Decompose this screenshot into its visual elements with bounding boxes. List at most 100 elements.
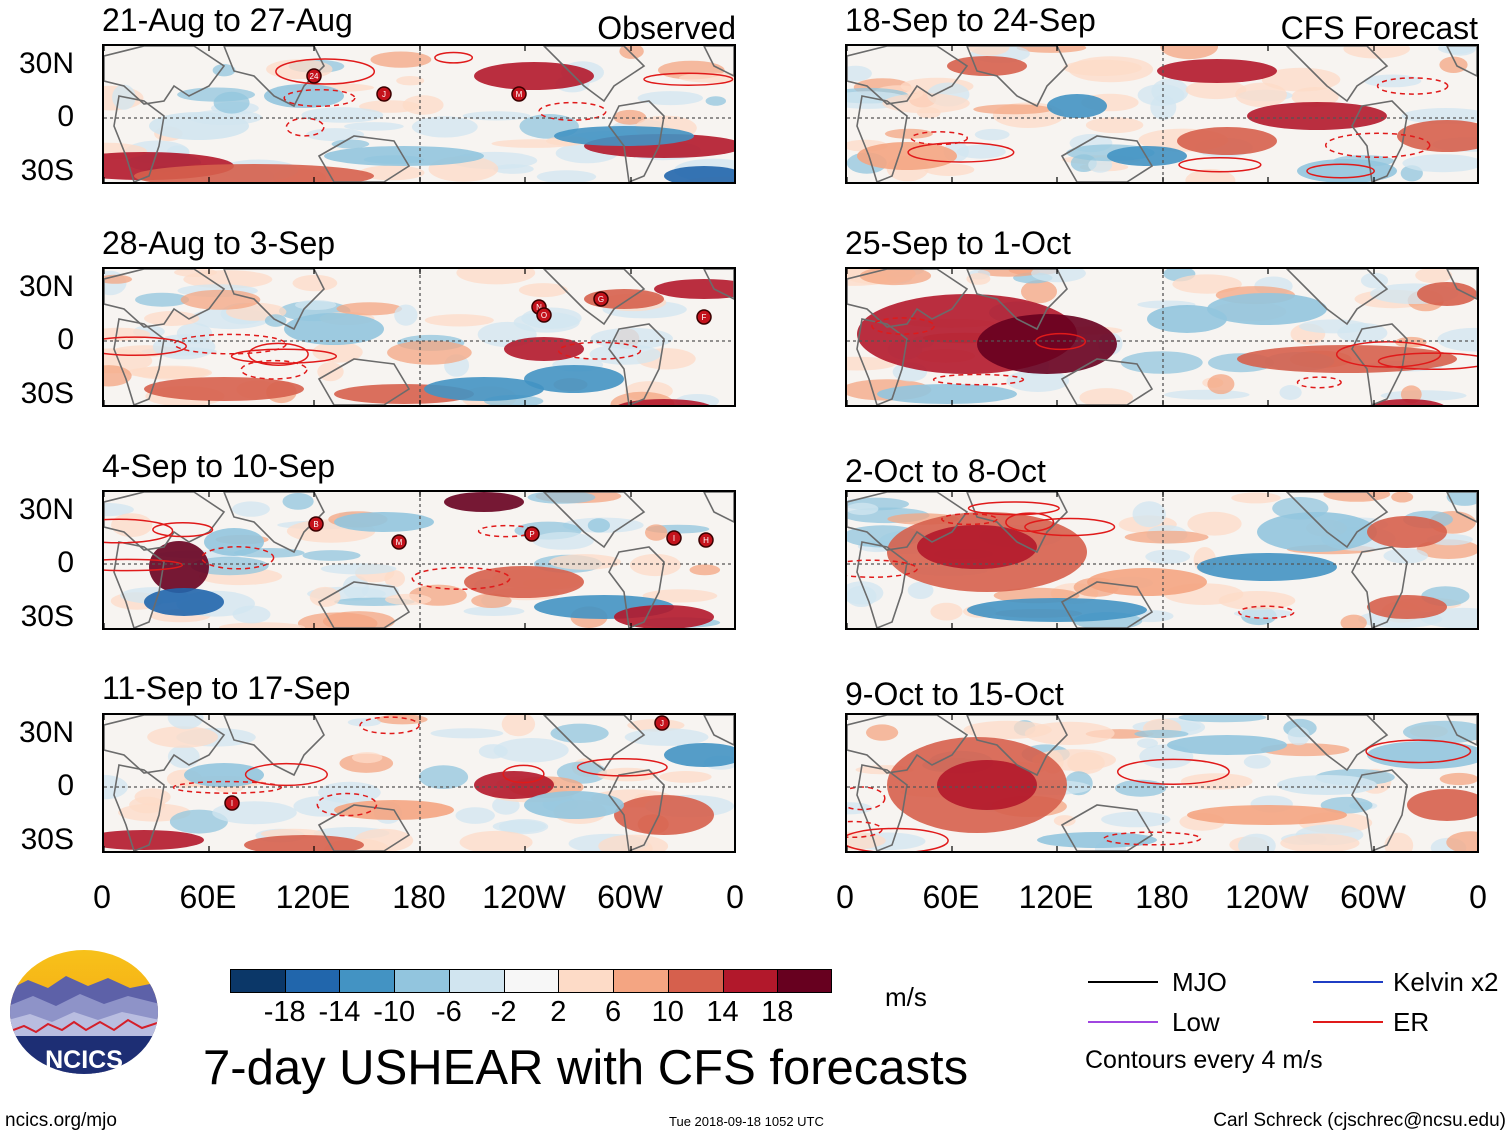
shear-anomaly-patch bbox=[232, 501, 270, 517]
shear-anomaly-blob bbox=[664, 166, 734, 182]
coastline bbox=[608, 323, 665, 405]
shear-anomaly-patch bbox=[847, 65, 872, 82]
coastline bbox=[608, 546, 665, 628]
shear-anomaly-patch bbox=[1120, 351, 1203, 374]
shear-anomaly-blob bbox=[1397, 120, 1477, 152]
shear-anomaly-patch bbox=[613, 109, 647, 125]
colorbar-swatch bbox=[667, 969, 723, 993]
coastline bbox=[966, 46, 1068, 108]
xtick-right-0: 0 bbox=[836, 879, 854, 915]
shear-anomaly-patch bbox=[385, 593, 432, 606]
storm-marker-label: I bbox=[673, 534, 675, 543]
shear-anomaly-blob bbox=[1107, 146, 1187, 166]
shear-anomaly-patch bbox=[1401, 108, 1477, 124]
shear-anomaly-patch bbox=[135, 292, 190, 307]
shear-anomaly-patch bbox=[1439, 56, 1468, 73]
panel-title-3: 4-Sep to 10-Sep bbox=[102, 448, 336, 484]
shear-anomaly-patch bbox=[1178, 715, 1267, 723]
er-contour bbox=[1103, 831, 1202, 846]
shear-anomaly-patch bbox=[847, 802, 873, 815]
shear-anomaly-patch bbox=[232, 605, 271, 624]
coastline bbox=[1351, 546, 1408, 628]
er-contour bbox=[1335, 341, 1442, 368]
shear-anomaly-patch bbox=[501, 715, 536, 737]
shear-anomaly-patch bbox=[1134, 729, 1189, 738]
shear-anomaly-blob bbox=[1417, 282, 1477, 306]
storm-marker: J bbox=[654, 715, 670, 731]
coastline bbox=[608, 769, 665, 851]
coastline bbox=[1351, 323, 1408, 405]
shear-anomaly-patch bbox=[1446, 492, 1477, 506]
er-contour bbox=[1238, 605, 1295, 619]
shear-anomaly-patch bbox=[859, 269, 932, 286]
ytick-30n: 30N bbox=[18, 47, 74, 80]
coastline bbox=[847, 492, 969, 551]
er-contour bbox=[434, 51, 474, 64]
footer-url[interactable]: ncics.org/mjo bbox=[5, 1110, 117, 1131]
xtick-left-120e: 120E bbox=[275, 879, 351, 915]
logo-text: NCICS bbox=[45, 1046, 123, 1074]
er-contour bbox=[576, 757, 668, 777]
shear-anomaly-blob bbox=[857, 142, 957, 170]
shear-anomaly-patch bbox=[1233, 608, 1293, 619]
xtick-left-0: 0 bbox=[93, 879, 111, 915]
shear-anomaly-patch bbox=[1380, 390, 1467, 401]
shear-anomaly-patch bbox=[1172, 274, 1242, 294]
shear-anomaly-patch bbox=[320, 563, 397, 575]
er-contour bbox=[1365, 739, 1472, 764]
coastline bbox=[1285, 492, 1389, 549]
coastline bbox=[113, 318, 165, 405]
shear-anomaly-patch bbox=[167, 745, 200, 769]
shear-anomaly-patch bbox=[493, 738, 569, 763]
coastline bbox=[1285, 46, 1389, 103]
er-contour bbox=[104, 518, 174, 544]
shear-anomaly-blob bbox=[917, 525, 1037, 569]
shear-anomaly-blob bbox=[1207, 293, 1327, 325]
coastline bbox=[1351, 100, 1408, 182]
shear-anomaly-patch bbox=[174, 269, 217, 277]
map-panel-3: B M P I H bbox=[102, 490, 736, 630]
shear-anomaly-patch bbox=[1402, 154, 1477, 173]
footer-timestamp: Tue 2018-09-18 1052 UTC bbox=[669, 1114, 824, 1129]
xtick-right-120w: 120W bbox=[1225, 879, 1309, 915]
er-contour bbox=[104, 336, 187, 357]
coastline bbox=[703, 269, 734, 300]
shear-anomaly-blob bbox=[1157, 59, 1277, 83]
colorbar-swatch bbox=[558, 969, 614, 993]
shear-anomaly-patch bbox=[973, 104, 1053, 115]
shear-anomaly-patch bbox=[104, 502, 134, 517]
shear-anomaly-blob bbox=[1257, 512, 1377, 552]
ytick-30s: 30S bbox=[20, 377, 74, 410]
shear-anomaly-patch bbox=[1403, 720, 1477, 744]
shear-anomaly-patch bbox=[1383, 548, 1428, 564]
shear-anomaly-patch bbox=[518, 283, 568, 298]
shear-anomaly-patch bbox=[292, 274, 338, 292]
coastline bbox=[1060, 804, 1154, 851]
er-contour bbox=[411, 566, 511, 590]
coastline bbox=[223, 715, 325, 777]
storm-marker-label: F bbox=[702, 313, 707, 322]
shear-anomaly-patch bbox=[1415, 269, 1453, 284]
er-contour bbox=[285, 117, 325, 137]
colorbar-tick-label: -6 bbox=[436, 996, 462, 1028]
shear-anomaly-patch bbox=[556, 761, 607, 784]
shear-anomaly-blob bbox=[474, 771, 554, 799]
shear-anomaly-patch bbox=[1439, 772, 1477, 786]
panel-title-2: 28-Aug to 3-Sep bbox=[102, 225, 336, 261]
colorbar-swatch bbox=[503, 969, 559, 993]
shear-anomaly-patch bbox=[532, 532, 594, 550]
coastline bbox=[104, 715, 226, 774]
shear-anomaly-blob bbox=[149, 112, 249, 140]
er-contour bbox=[910, 131, 969, 146]
shear-anomaly-patch bbox=[471, 593, 512, 608]
xtick-right-60w: 60W bbox=[1340, 879, 1406, 915]
shear-anomaly-patch bbox=[478, 744, 508, 759]
storm-marker: I bbox=[666, 530, 682, 546]
shear-anomaly-patch bbox=[302, 550, 361, 561]
er-contour bbox=[1024, 517, 1116, 537]
er-contour bbox=[847, 559, 918, 578]
shear-anomaly-patch bbox=[977, 269, 1040, 277]
shear-anomaly-blob bbox=[204, 528, 264, 556]
er-contour bbox=[173, 333, 287, 355]
shear-anomaly-patch bbox=[587, 518, 610, 533]
